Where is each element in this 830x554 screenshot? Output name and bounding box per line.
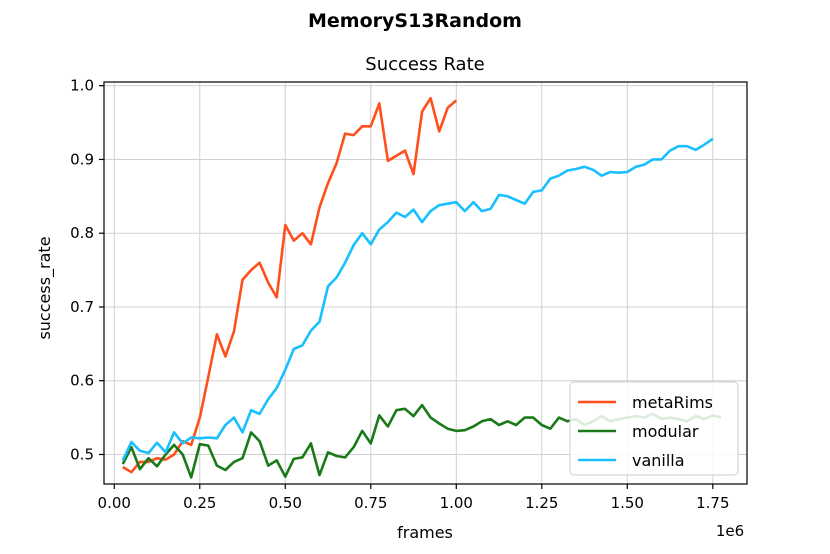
y-axis-label: success_rate — [35, 236, 55, 339]
x-tick-label: 1.50 — [611, 494, 644, 512]
x-tick-label: 0.00 — [98, 494, 131, 512]
y-tick-label: 0.8 — [70, 224, 94, 242]
chart-title: Success Rate — [365, 54, 484, 75]
axes — [99, 81, 748, 489]
x-offset-label: 1e6 — [716, 522, 744, 540]
x-tick-label: 1.75 — [696, 494, 729, 512]
plot-frame — [103, 81, 748, 485]
x-tick-label: 0.75 — [354, 494, 387, 512]
x-tick-label: 1.00 — [440, 494, 473, 512]
legend-label-modular: modular — [632, 422, 699, 441]
series-line-metaRims — [122, 96, 458, 474]
legend-label-metaRims: metaRims — [632, 393, 713, 412]
grid — [104, 82, 747, 484]
series-line-vanilla — [121, 137, 714, 461]
legend-label-vanilla: vanilla — [632, 451, 685, 470]
x-axis-label: frames — [397, 523, 453, 542]
x-tick-label: 0.25 — [183, 494, 216, 512]
y-tick-label: 0.5 — [70, 445, 94, 463]
y-tick-label: 0.6 — [70, 372, 94, 390]
legend: metaRims modular vanilla — [569, 381, 739, 476]
x-tick-label: 0.50 — [269, 494, 302, 512]
x-tick-label: 1.25 — [525, 494, 558, 512]
y-tick-label: 0.9 — [70, 150, 94, 168]
tick-labels: 0.00 0.25 0.50 0.75 1.00 1.25 1.50 1.75 0.5 0.6 0.… — [70, 77, 729, 512]
legend-box — [569, 381, 739, 476]
chart-suptitle: MemoryS13Random — [308, 10, 522, 32]
y-tick-label: 1.0 — [70, 77, 94, 95]
y-tick-label: 0.7 — [70, 298, 94, 316]
